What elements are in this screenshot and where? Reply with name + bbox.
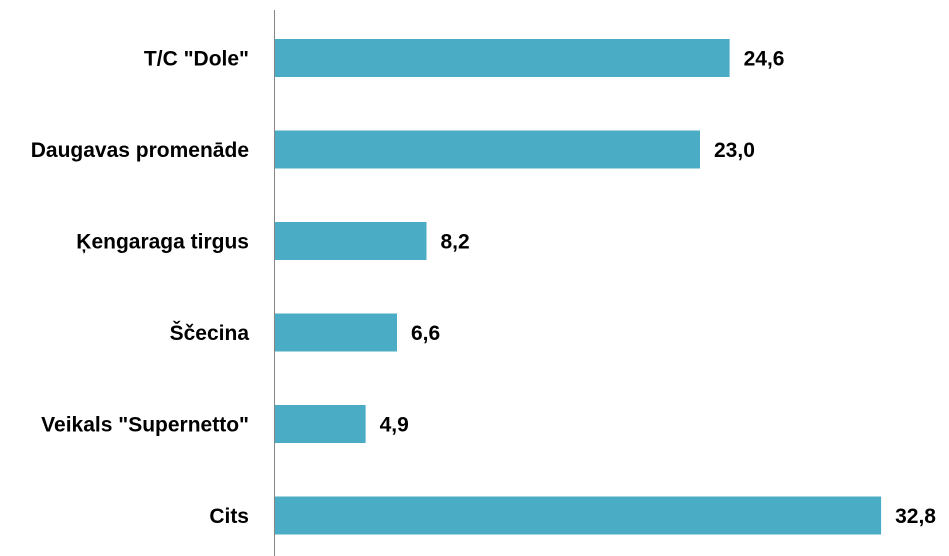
bar-5 <box>275 496 882 535</box>
bars-layer <box>275 39 882 535</box>
value-label-1: 23,0 <box>714 139 755 162</box>
value-labels: 24,6 23,0 8,2 6,6 4,9 32,8 <box>380 48 937 529</box>
category-label-5: Cits <box>209 505 249 528</box>
bar-4 <box>275 405 366 443</box>
category-label-4: Veikals "Supernetto" <box>41 414 249 437</box>
bar-1 <box>275 130 700 169</box>
value-label-4: 4,9 <box>380 414 409 437</box>
category-label-3: Ščecina <box>170 321 250 345</box>
bar-2 <box>275 222 427 260</box>
value-label-2: 8,2 <box>441 231 470 254</box>
value-label-3: 6,6 <box>411 322 440 345</box>
value-label-0: 24,6 <box>744 48 785 71</box>
category-label-1: Daugavas promenāde <box>31 139 249 162</box>
bar-3 <box>275 313 397 352</box>
category-label-0: T/C "Dole" <box>144 48 249 71</box>
category-labels: T/C "Dole" Daugavas promenāde Ķengaraga ti… <box>31 48 250 529</box>
category-label-2: Ķengaraga tirgus <box>76 231 249 254</box>
bar-0 <box>275 39 730 77</box>
value-label-5: 32,8 <box>895 505 936 528</box>
